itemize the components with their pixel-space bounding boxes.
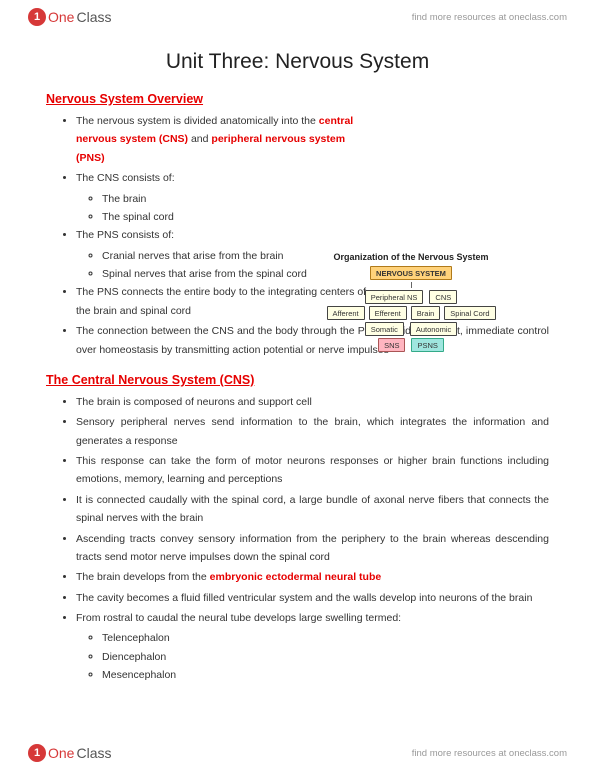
diagram-sns: SNS	[378, 338, 405, 352]
diagram-autonomic: Autonomic	[410, 322, 457, 336]
diagram-somatic: Somatic	[365, 322, 404, 336]
brand-word-class: Class	[76, 9, 111, 25]
list-item: Diencephalon	[102, 648, 549, 666]
brand-logo-footer: 1 OneClass	[28, 744, 111, 762]
brand-logo: 1 OneClass	[28, 8, 111, 26]
list-item: The CNS consists of:	[76, 169, 376, 187]
overview-section: Nervous System Overview Organization of …	[46, 92, 549, 359]
brand-icon: 1	[28, 744, 46, 762]
list-item: The nervous system is divided anatomical…	[76, 112, 376, 167]
diagram-connector	[411, 282, 412, 288]
overview-heading: Nervous System Overview	[46, 92, 549, 106]
list-item: The PNS consists of:	[76, 226, 376, 244]
cns-heading: The Central Nervous System (CNS)	[46, 373, 549, 387]
list-item: Telencephalon	[102, 629, 549, 647]
diagram-brain: Brain	[411, 306, 441, 320]
list-item: Sensory peripheral nerves send informati…	[76, 413, 549, 450]
cns-list: The brain is composed of neurons and sup…	[46, 393, 549, 685]
brand-word-one: One	[48, 745, 74, 761]
diagram-title: Organization of the Nervous System	[315, 252, 507, 262]
diagram-spinal: Spinal Cord	[444, 306, 495, 320]
page-title: Unit Three: Nervous System	[46, 50, 549, 74]
page-footer: 1 OneClass find more resources at onecla…	[0, 736, 595, 770]
list-item: This response can take the form of motor…	[76, 452, 549, 489]
list-item: Ascending tracts convey sensory informat…	[76, 530, 549, 567]
brand-word-class: Class	[76, 745, 111, 761]
diagram-efferent: Efferent	[369, 306, 407, 320]
text: and	[188, 133, 211, 145]
list-item: From rostral to caudal the neural tube d…	[76, 609, 549, 627]
diagram-psns: PSNS	[411, 338, 443, 352]
sub-list: Telencephalon Diencephalon Mesencephalon	[76, 629, 549, 684]
list-item: The brain	[102, 190, 376, 208]
brand-icon: 1	[28, 8, 46, 26]
footer-tagline: find more resources at oneclass.com	[412, 748, 567, 759]
list-item: It is connected caudally with the spinal…	[76, 491, 549, 528]
sub-list: The brain The spinal cord	[76, 190, 376, 227]
term-neural-tube: embryonic ectodermal neural tube	[210, 571, 382, 583]
text: The brain develops from the	[76, 571, 210, 583]
page-header: 1 OneClass find more resources at onecla…	[0, 0, 595, 34]
diagram-cns: CNS	[429, 290, 457, 304]
list-item: The brain develops from the embryonic ec…	[76, 568, 549, 586]
diagram-pns: Peripheral NS	[365, 290, 424, 304]
text: The nervous system is divided anatomical…	[76, 115, 319, 127]
list-item: The cavity becomes a fluid filled ventri…	[76, 589, 549, 607]
brand-word-one: One	[48, 9, 74, 25]
diagram-root: NERVOUS SYSTEM	[370, 266, 452, 280]
list-item: Mesencephalon	[102, 666, 549, 684]
ns-diagram: Organization of the Nervous System NERVO…	[315, 252, 507, 354]
page-content: Unit Three: Nervous System Nervous Syste…	[0, 0, 595, 725]
list-item: The spinal cord	[102, 208, 376, 226]
diagram-afferent: Afferent	[327, 306, 365, 320]
header-tagline: find more resources at oneclass.com	[412, 12, 567, 23]
list-item: The brain is composed of neurons and sup…	[76, 393, 549, 411]
